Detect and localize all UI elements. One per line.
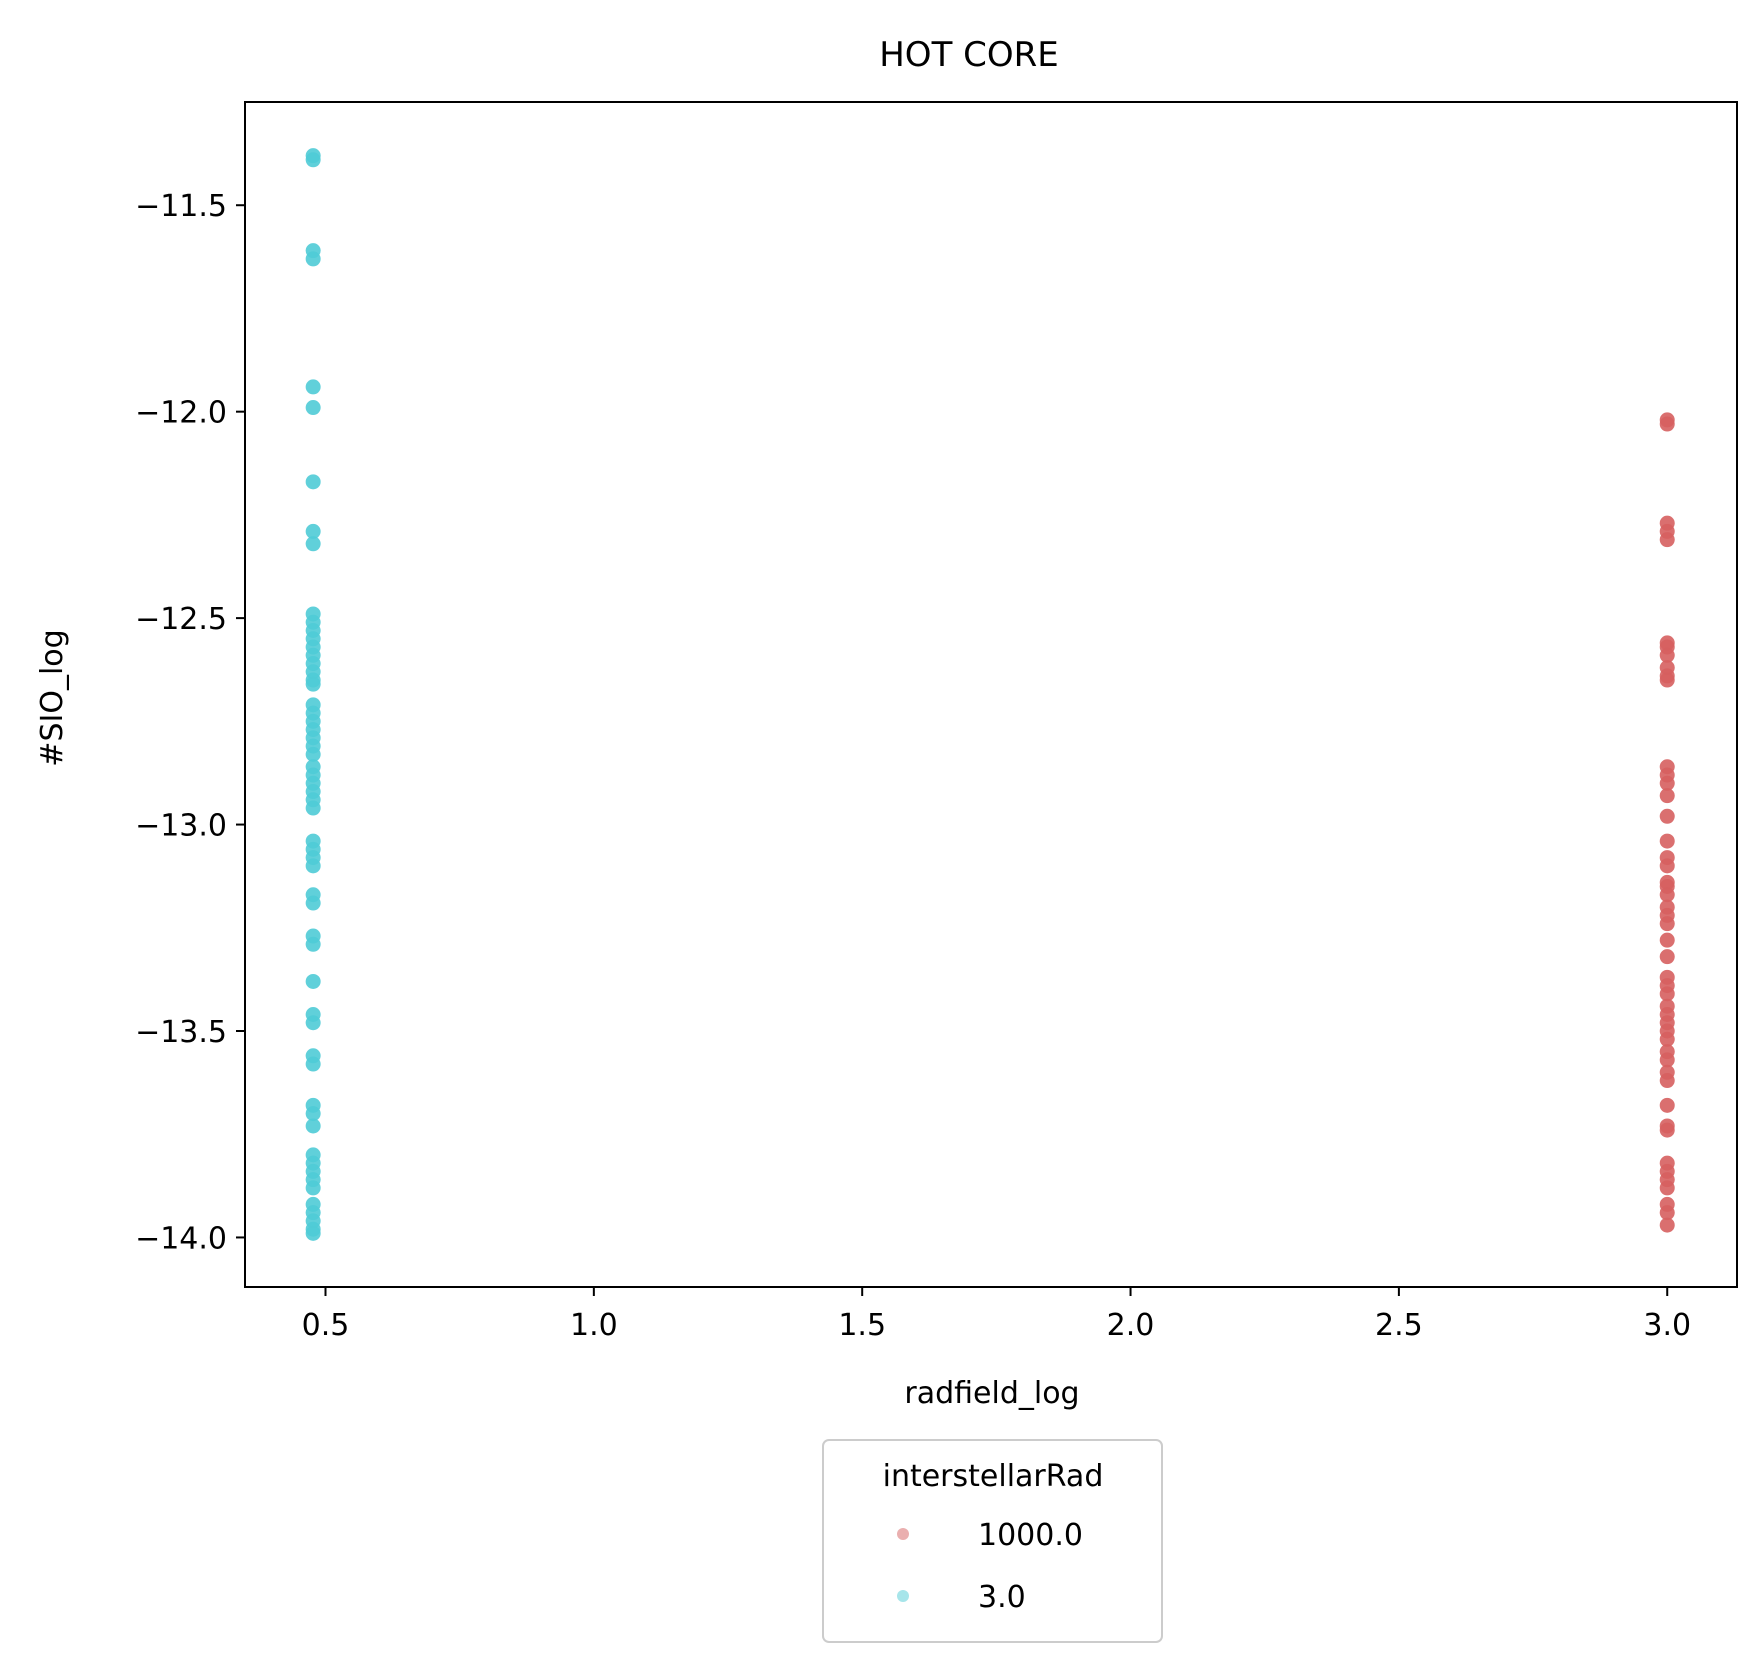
data-point-1000-0 xyxy=(1659,532,1675,548)
y-axis: −11.5 −12.0 −12.5 −13.0 −13.5 −14.0 xyxy=(135,189,245,1256)
data-point-3-0 xyxy=(305,895,321,911)
legend-label-3: 3.0 xyxy=(978,1580,1026,1615)
y-axis-label: #SIO_log xyxy=(35,629,70,766)
y-tick-label: −13.5 xyxy=(135,1015,227,1050)
data-point-3-0 xyxy=(305,1106,321,1122)
data-point-1000-0 xyxy=(1659,647,1675,663)
x-tick-label: 2.5 xyxy=(1375,1308,1423,1343)
x-tick-label: 2.0 xyxy=(1107,1308,1155,1343)
data-point-3-0 xyxy=(305,152,321,168)
data-point-1000-0 xyxy=(1659,986,1675,1002)
data-point-1000-0 xyxy=(1659,788,1675,804)
data-point-3-0 xyxy=(305,400,321,416)
y-tick-label: −11.5 xyxy=(135,189,227,224)
data-point-1000-0 xyxy=(1659,1031,1675,1047)
data-point-1000-0 xyxy=(1659,932,1675,948)
x-tick-label: 0.5 xyxy=(302,1308,350,1343)
data-point-3-0 xyxy=(305,474,321,490)
data-point-1000-0 xyxy=(1659,858,1675,874)
x-tick-label: 3.0 xyxy=(1643,1308,1691,1343)
data-point-3-0 xyxy=(305,523,321,539)
x-axis: 0.5 1.0 1.5 2.0 2.5 3.0 xyxy=(302,1287,1691,1343)
data-point-1000-0 xyxy=(1659,672,1675,688)
data-point-1000-0 xyxy=(1659,887,1675,903)
data-point-1000-0 xyxy=(1659,1073,1675,1089)
chart-title: HOT CORE xyxy=(879,35,1059,75)
data-point-1000-0 xyxy=(1659,775,1675,791)
legend-marker-1000 xyxy=(897,1528,909,1540)
data-point-1000-0 xyxy=(1659,1180,1675,1196)
data-point-3-0 xyxy=(305,251,321,267)
x-tick-label: 1.0 xyxy=(570,1308,618,1343)
plot-frame xyxy=(244,101,1738,1288)
data-point-3-0 xyxy=(305,1180,321,1196)
data-point-1000-0 xyxy=(1659,1122,1675,1138)
data-point-1000-0 xyxy=(1659,416,1675,432)
y-tick-label: −14.0 xyxy=(135,1221,227,1256)
y-tick-label: −12.5 xyxy=(135,602,227,637)
legend: interstellarRad 1000.0 3.0 xyxy=(822,1439,1163,1643)
data-point-3-0 xyxy=(305,746,321,762)
data-point-3-0 xyxy=(305,1015,321,1031)
data-point-3-0 xyxy=(305,536,321,552)
data-point-1000-0 xyxy=(1659,916,1675,932)
data-point-1000-0 xyxy=(1659,1097,1675,1113)
points-layer xyxy=(305,148,1675,1241)
data-point-3-0 xyxy=(305,936,321,952)
data-point-3-0 xyxy=(305,676,321,692)
legend-frame xyxy=(822,1439,1163,1643)
data-point-1000-0 xyxy=(1659,1217,1675,1233)
x-tick-label: 1.5 xyxy=(838,1308,886,1343)
x-axis-label: radfield_log xyxy=(904,1376,1079,1411)
y-tick-label: −13.0 xyxy=(135,809,227,844)
legend-title: interstellarRad xyxy=(883,1459,1104,1494)
data-point-3-0 xyxy=(305,1225,321,1241)
data-point-3-0 xyxy=(305,973,321,989)
data-point-1000-0 xyxy=(1659,949,1675,965)
legend-marker-3 xyxy=(897,1590,909,1602)
data-point-1000-0 xyxy=(1659,1052,1675,1068)
data-point-3-0 xyxy=(305,1118,321,1134)
data-point-3-0 xyxy=(305,1056,321,1072)
data-point-1000-0 xyxy=(1659,808,1675,824)
legend-label-1000: 1000.0 xyxy=(978,1518,1083,1553)
data-point-3-0 xyxy=(305,800,321,816)
data-point-3-0 xyxy=(305,858,321,874)
data-point-1000-0 xyxy=(1659,833,1675,849)
data-point-3-0 xyxy=(305,379,321,395)
y-tick-label: −12.0 xyxy=(135,396,227,431)
data-point-1000-0 xyxy=(1659,1205,1675,1221)
